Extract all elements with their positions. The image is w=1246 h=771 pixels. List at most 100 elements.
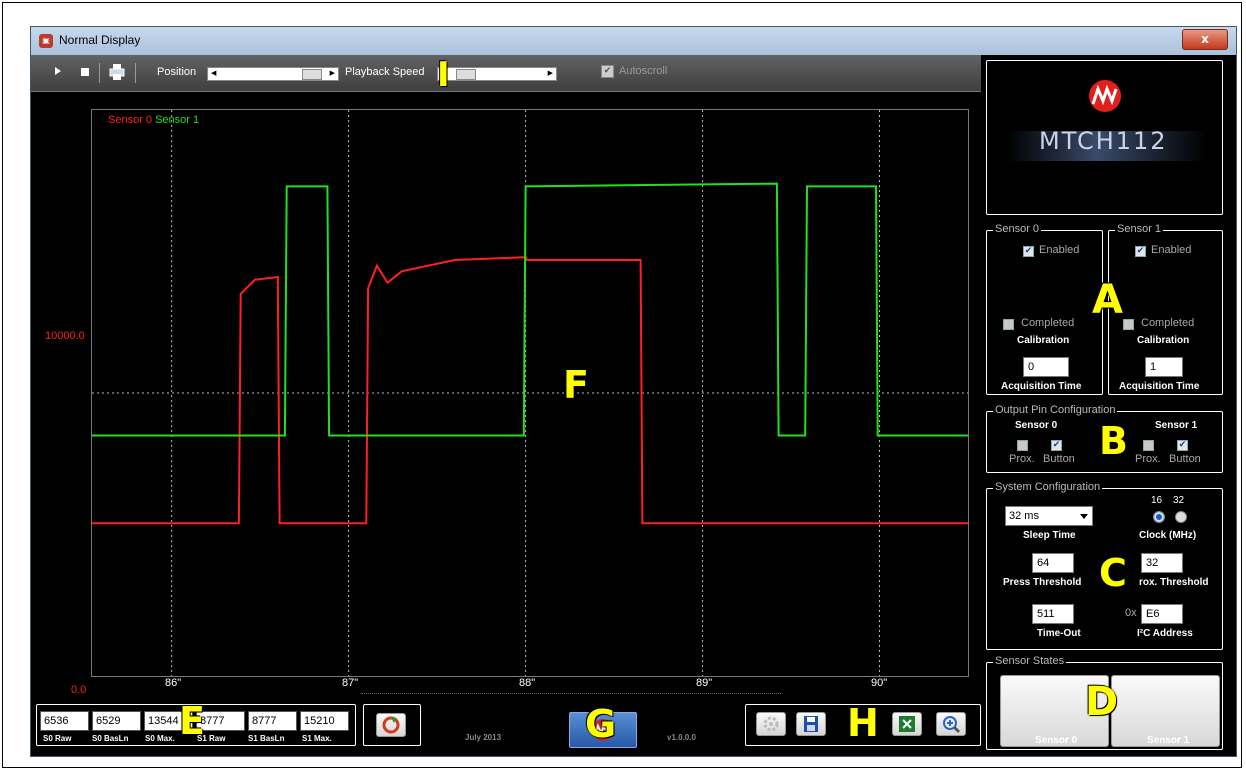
- marker-a: A: [1092, 277, 1123, 323]
- playback-speed-slider[interactable]: ▶: [437, 67, 557, 81]
- excel-export-button[interactable]: [892, 712, 922, 736]
- chart-legend: Sensor 0 Sensor 1: [108, 114, 199, 126]
- s1-prox-label: Prox.: [1135, 453, 1161, 465]
- system-config-panel: System Configuration 32 ms Sleep Time 16…: [986, 481, 1223, 650]
- gear-icon: [763, 716, 779, 732]
- window-title: Normal Display: [59, 33, 141, 47]
- marker-g: G: [585, 702, 617, 746]
- version-label: v1.0.0.0: [667, 733, 696, 742]
- microchip-button[interactable]: [569, 712, 637, 748]
- marker-h: H: [847, 701, 879, 745]
- s0-button-checkbox[interactable]: ✔: [1051, 440, 1062, 451]
- slider-left-arrow[interactable]: ◀: [211, 69, 217, 77]
- legend-sensor-1: Sensor 1: [155, 114, 200, 126]
- toolbar: Position ◀ ▶ Playback Speed ▶ ✔ Autoscro…: [31, 55, 981, 92]
- s1-raw-value: 8777: [196, 711, 245, 731]
- s0-prox-checkbox[interactable]: [1017, 440, 1028, 451]
- microchip-icon: [592, 719, 614, 741]
- s1-prox-checkbox[interactable]: [1143, 440, 1154, 451]
- autoscroll-checkbox[interactable]: ✔: [601, 65, 614, 78]
- x-tick-label: 87": [342, 677, 359, 689]
- i2c-address-label: I²C Address: [1137, 628, 1193, 639]
- sensor-1-acq-label: Acquisition Time: [1119, 381, 1200, 392]
- sensor-0-enabled-label: Enabled: [1039, 244, 1080, 256]
- sensor-states-title: Sensor States: [993, 655, 1067, 667]
- s1-button-label: Button: [1169, 453, 1201, 465]
- reset-panel: [363, 704, 421, 746]
- toolbar-separator: [99, 63, 100, 83]
- series-line-sensor-0: [92, 256, 968, 525]
- marker-b: B: [1099, 419, 1128, 463]
- press-threshold-input[interactable]: 64: [1032, 553, 1074, 573]
- sensor-0-state-label: Sensor 0: [1035, 735, 1078, 746]
- logo-text: MTCH112: [1039, 127, 1168, 155]
- position-slider-thumb[interactable]: [302, 69, 322, 80]
- x-tick-label: 90": [871, 677, 888, 689]
- sensor-1-enabled-checkbox[interactable]: ✔: [1135, 246, 1146, 257]
- zoom-in-button[interactable]: [936, 712, 966, 736]
- sleep-time-select[interactable]: 32 ms: [1005, 506, 1093, 526]
- close-button[interactable]: x: [1182, 29, 1228, 50]
- build-date: July 2013: [465, 733, 502, 742]
- position-slider[interactable]: ◀ ▶: [207, 67, 339, 81]
- refresh-button[interactable]: [376, 713, 406, 737]
- position-label: Position: [157, 66, 197, 78]
- s1-baseline-value: 8777: [248, 711, 297, 731]
- s0-max-label: S0 Max.: [145, 734, 175, 743]
- output-sensor-1-label: Sensor 1: [1155, 420, 1198, 431]
- sensor-chart: [92, 110, 968, 676]
- clock-32-radio[interactable]: [1175, 511, 1187, 523]
- sensor-0-acq-input[interactable]: 0: [1023, 357, 1069, 377]
- floppy-disk-icon: [804, 716, 818, 732]
- sensor-0-panel: Sensor 0 ✔ Enabled Completed Calibration…: [986, 223, 1103, 395]
- y-tick-label: 10000.0: [45, 330, 85, 342]
- marker-e: E: [179, 699, 205, 743]
- s0-max-value: 13544: [144, 711, 193, 731]
- s0-baseline-value: 6529: [92, 711, 141, 731]
- output-pin-title: Output Pin Configuration: [993, 404, 1118, 416]
- stop-icon[interactable]: [81, 68, 89, 76]
- output-pin-panel: Output Pin Configuration Sensor 0 Sensor…: [986, 404, 1223, 473]
- y-tick-label: 0.0: [71, 684, 87, 696]
- sensor-1-calibration-label: Calibration: [1137, 335, 1190, 346]
- sensor-1-enabled-label: Enabled: [1151, 244, 1192, 256]
- prox-threshold-input[interactable]: 32: [1141, 553, 1183, 573]
- app-window: ▣ Normal Display x Position ◀ ▶ Playback…: [30, 26, 1237, 757]
- i2c-address-input[interactable]: E6: [1141, 604, 1183, 624]
- title-bar: ▣ Normal Display x: [31, 27, 1236, 55]
- marker-f: F: [563, 363, 589, 407]
- sensor-0-completed-checkbox[interactable]: [1003, 319, 1014, 330]
- sensor-1-state-button[interactable]: [1111, 675, 1220, 747]
- settings-button[interactable]: [756, 712, 786, 736]
- save-button[interactable]: [796, 712, 826, 736]
- sensor-0-completed-label: Completed: [1021, 317, 1075, 329]
- output-sensor-0-label: Sensor 0: [1015, 420, 1058, 431]
- sensor-1-panel: Sensor 1 ✔ Enabled Completed Calibration…: [1108, 223, 1223, 395]
- slider-right-arrow[interactable]: ▶: [329, 69, 335, 77]
- tools-panel: [745, 704, 981, 746]
- play-icon[interactable]: [55, 67, 61, 75]
- sensor-0-acq-label: Acquisition Time: [1001, 381, 1082, 392]
- chart-plot-area: Sensor 0 Sensor 1: [91, 109, 969, 677]
- sensor-0-state-button[interactable]: [1000, 675, 1109, 747]
- sensor-1-acq-input[interactable]: 1: [1145, 357, 1183, 377]
- scroll-indicator: [361, 693, 781, 694]
- timeout-input[interactable]: 511: [1032, 604, 1074, 624]
- clock-label: Clock (MHz): [1139, 530, 1197, 541]
- s1-button-checkbox[interactable]: ✔: [1177, 440, 1188, 451]
- s0-baseline-label: S0 BasLn: [92, 734, 129, 743]
- s0-prox-label: Prox.: [1009, 453, 1035, 465]
- x-tick-label: 88": [519, 677, 536, 689]
- sensor-states-panel: Sensor States Sensor 0 Sensor 1: [986, 655, 1223, 750]
- playback-slider-thumb[interactable]: [456, 69, 476, 80]
- excel-icon: [899, 716, 915, 732]
- marker-c: C: [1099, 551, 1127, 595]
- x-tick-label: 86": [165, 677, 182, 689]
- sensor-1-completed-checkbox[interactable]: [1123, 319, 1134, 330]
- clock-16-radio[interactable]: [1153, 511, 1165, 523]
- sensor-1-state-label: Sensor 1: [1147, 735, 1190, 746]
- print-icon[interactable]: [109, 63, 125, 81]
- sensor-0-enabled-checkbox[interactable]: ✔: [1023, 246, 1034, 257]
- s1-max-value: 15210: [300, 711, 349, 731]
- slider-right-arrow[interactable]: ▶: [547, 69, 553, 77]
